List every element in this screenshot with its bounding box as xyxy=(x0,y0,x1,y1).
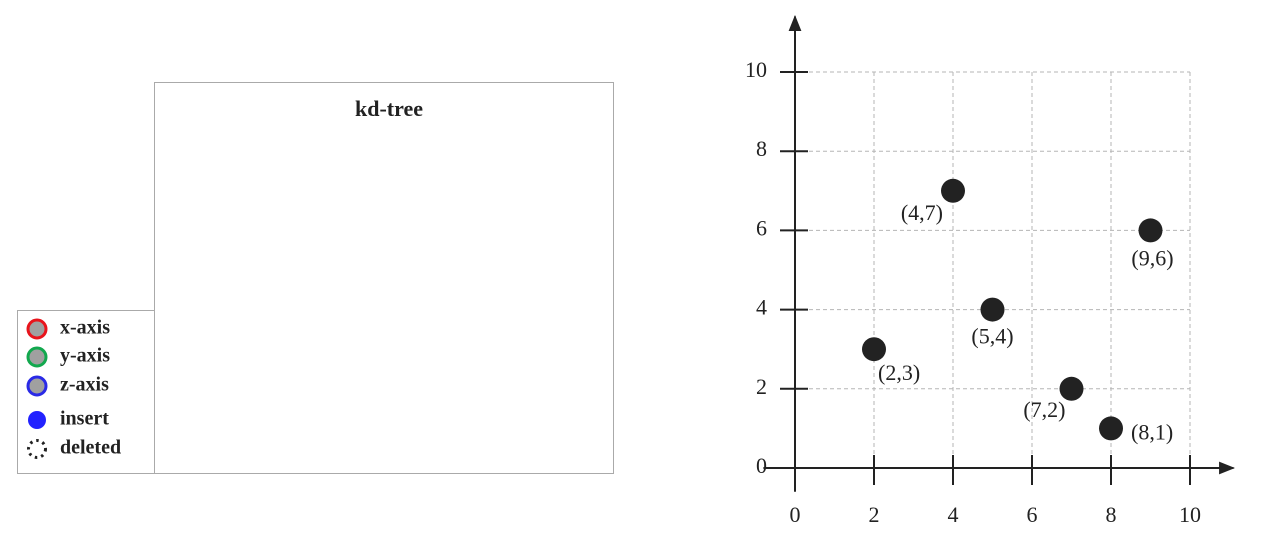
point xyxy=(1138,218,1163,243)
x-tick-label: 4 xyxy=(948,502,959,527)
x-tick-label: 0 xyxy=(790,502,801,527)
y-tick-label: 10 xyxy=(745,57,767,82)
legend-swatch xyxy=(26,375,48,397)
x-tick-label: 10 xyxy=(1179,502,1201,527)
point-label: (2,3) xyxy=(878,360,920,385)
legend-swatch xyxy=(28,411,46,429)
legend-swatch xyxy=(27,439,47,459)
panel-title: kd-tree xyxy=(355,96,423,121)
y-tick-label: 6 xyxy=(756,215,767,240)
legend-label: deleted xyxy=(60,437,121,459)
point-label: (7,2) xyxy=(1023,397,1065,422)
legend-label: x-axis xyxy=(60,317,110,339)
point-label: (8,1) xyxy=(1131,419,1173,444)
point xyxy=(862,337,886,362)
chart: 0 2 4 6 8 10 0 2 4 6 8 10 (2,3) (4,7) (5,4) (7,2) (8,1) (… xyxy=(745,14,1236,527)
point xyxy=(1059,376,1084,401)
y-tick-label: 8 xyxy=(756,136,767,161)
y-tick-label: 0 xyxy=(756,453,767,478)
x-tick-label: 2 xyxy=(869,502,880,527)
legend: x-axis y-axis z-axis insert deleted xyxy=(26,317,121,459)
y-tick-label: 2 xyxy=(756,374,767,399)
legend-swatch xyxy=(26,318,48,340)
y-tick-label: 4 xyxy=(756,295,767,320)
legend-label: insert xyxy=(60,408,109,430)
point xyxy=(1099,416,1123,441)
point xyxy=(941,178,965,203)
x-tick-label: 6 xyxy=(1027,502,1038,527)
point xyxy=(980,297,1005,322)
kd-tree-panel xyxy=(154,82,614,474)
point-label: (9,6) xyxy=(1131,245,1173,270)
point-label: (5,4) xyxy=(971,324,1013,349)
legend-label: z-axis xyxy=(60,374,109,396)
x-tick-label: 8 xyxy=(1106,502,1117,527)
legend-label: y-axis xyxy=(60,345,110,367)
legend-swatch xyxy=(26,346,48,368)
point-label: (4,7) xyxy=(901,200,943,225)
